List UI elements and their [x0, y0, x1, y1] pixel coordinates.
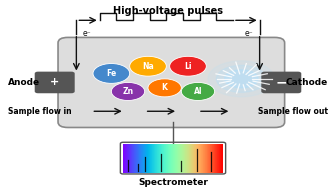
Text: Cathode: Cathode — [286, 78, 328, 87]
Text: e⁻: e⁻ — [244, 29, 253, 38]
FancyBboxPatch shape — [58, 37, 285, 128]
Circle shape — [130, 56, 166, 76]
Text: −: − — [276, 75, 287, 89]
Circle shape — [181, 82, 215, 101]
Text: High-voltage pulses: High-voltage pulses — [113, 6, 223, 16]
Text: e⁻: e⁻ — [83, 29, 92, 38]
Text: Na: Na — [142, 62, 154, 71]
Text: Al: Al — [194, 87, 202, 96]
Text: Sample flow in: Sample flow in — [8, 107, 72, 116]
Circle shape — [111, 82, 145, 101]
Text: Zn: Zn — [122, 87, 134, 96]
Circle shape — [225, 70, 258, 88]
Text: K: K — [162, 83, 168, 92]
FancyBboxPatch shape — [261, 72, 301, 93]
Text: Spectrometer: Spectrometer — [138, 178, 208, 187]
Circle shape — [170, 56, 206, 76]
Text: Li: Li — [184, 62, 192, 71]
Text: Anode: Anode — [8, 78, 40, 87]
Text: Fe: Fe — [106, 69, 117, 78]
Circle shape — [216, 65, 266, 92]
Circle shape — [208, 61, 275, 97]
Circle shape — [93, 64, 130, 83]
Circle shape — [148, 79, 181, 97]
FancyBboxPatch shape — [35, 72, 75, 93]
Text: +: + — [50, 77, 59, 88]
Text: Sample flow out: Sample flow out — [258, 107, 328, 116]
